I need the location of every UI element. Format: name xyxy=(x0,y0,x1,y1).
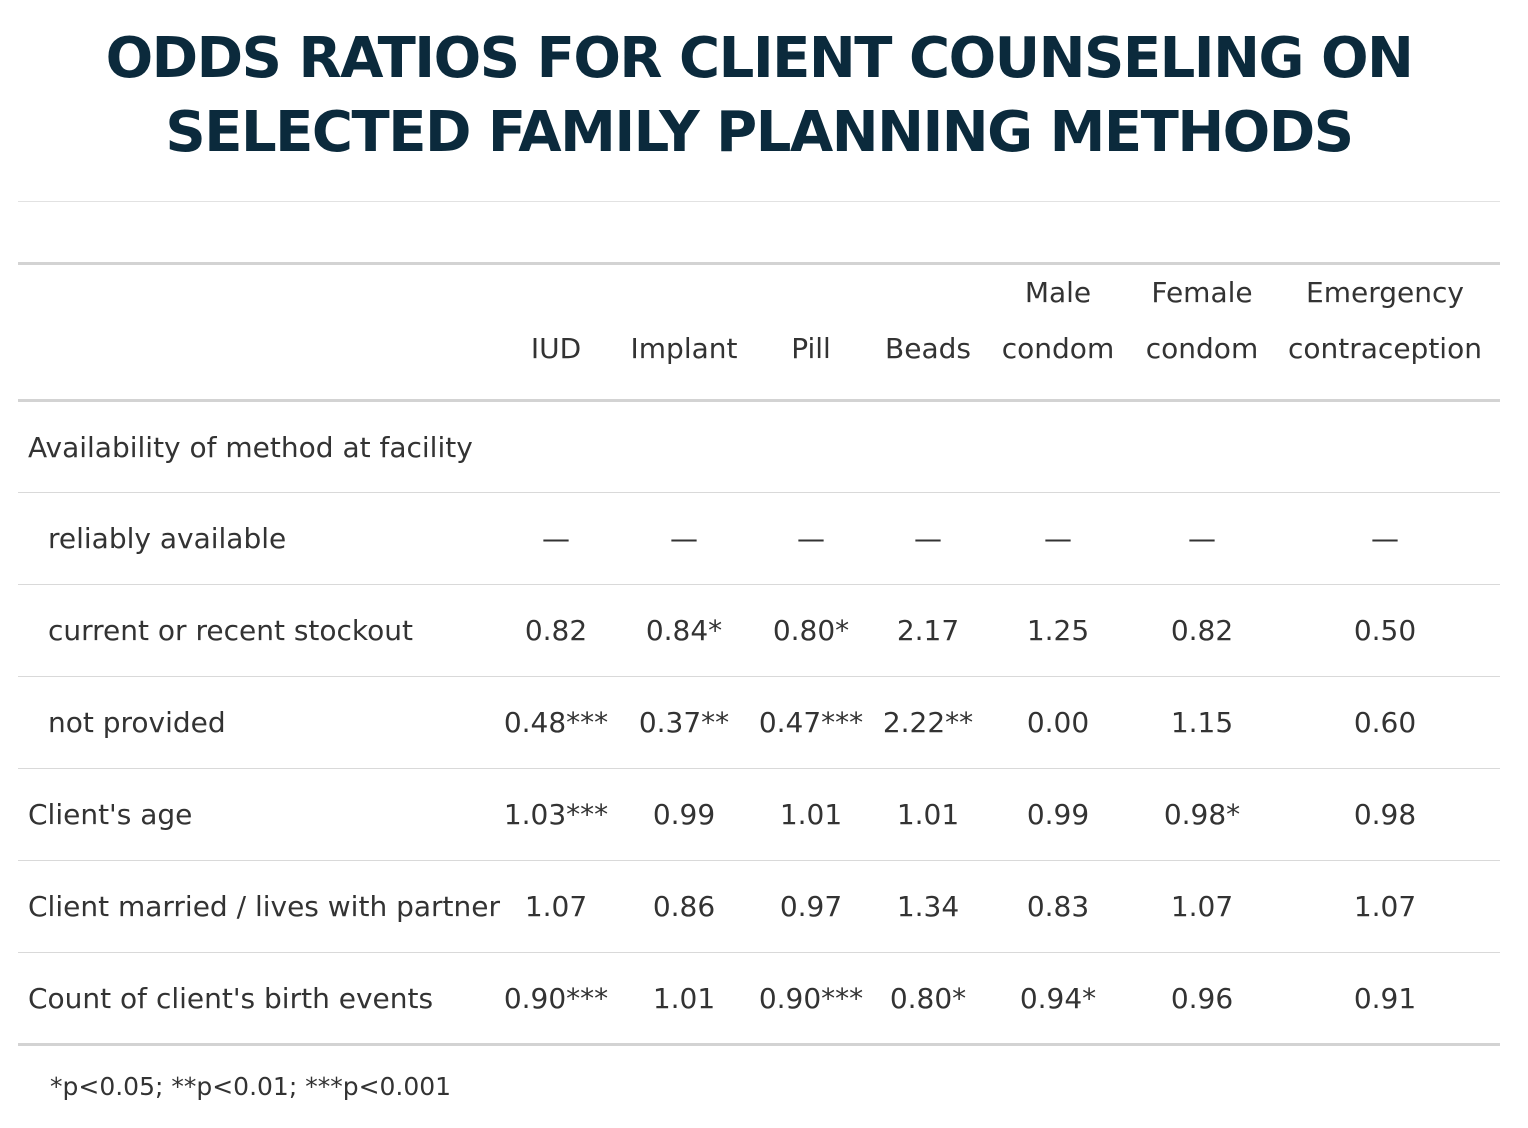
table-cell: — xyxy=(797,522,825,555)
row-label: Client married / lives with partner xyxy=(28,890,500,923)
column-header-implant: Implant xyxy=(630,332,738,365)
table-cell: 0.91 xyxy=(1353,981,1417,1015)
column-header-beads: Beads xyxy=(885,332,971,365)
row-label: Availability of method at facility xyxy=(28,430,473,464)
table-cell: 1.07 xyxy=(524,890,588,923)
table-cell: 0.82 xyxy=(1170,614,1234,647)
table-cell: 0.00 xyxy=(1026,706,1090,739)
table-cell: 0.99 xyxy=(652,798,716,831)
table-body: Availability of method at facility reliab… xyxy=(18,401,1500,1045)
table-cell: 1.07 xyxy=(1353,890,1417,923)
table-cell xyxy=(1270,401,1500,493)
table-row: Client's age 1.03*** 0.99 1.01 1.01 0.99 0.98*… xyxy=(18,769,1500,861)
table-cell: 0.60 xyxy=(1353,706,1417,739)
table-cell xyxy=(982,401,1134,493)
column-header-male-condom: Male condom xyxy=(1001,276,1115,365)
column-header-pill: Pill xyxy=(791,332,831,365)
table-cell: — xyxy=(1188,522,1216,555)
table-cell xyxy=(620,401,748,493)
table-row: current or recent stockout 0.82 0.84* 0.80*… xyxy=(18,585,1500,677)
table-cell: 0.82 xyxy=(524,614,588,647)
table-cell: 0.99 xyxy=(1026,798,1090,831)
table-cell: 0.80* xyxy=(889,981,967,1015)
table-cell: 1.15 xyxy=(1170,706,1234,739)
table-row: Client married / lives with partner 1.07 0… xyxy=(18,861,1500,953)
table-cell: 0.37** xyxy=(638,706,730,739)
table-cell: 0.96 xyxy=(1170,981,1234,1015)
table-cell: 1.01 xyxy=(652,981,716,1015)
row-label: not provided xyxy=(48,706,226,739)
table-cell: — xyxy=(914,522,942,555)
table-header: IUD Implant Pill Beads Male condom Female… xyxy=(18,263,1500,401)
title-divider xyxy=(18,201,1500,202)
odds-ratio-table: IUD Implant Pill Beads Male condom Female… xyxy=(18,262,1500,1046)
table-row: Count of client's birth events 0.90*** 1.0… xyxy=(18,953,1500,1045)
significance-footnote: *p<0.05; **p<0.01; ***p<0.001 xyxy=(50,1072,452,1101)
column-header-iud: IUD xyxy=(530,332,582,365)
table-cell: 0.47*** xyxy=(758,706,864,739)
table-cell: 2.22** xyxy=(882,706,974,739)
table-cell: — xyxy=(1371,522,1399,555)
table-cell: 0.97 xyxy=(779,890,843,923)
table-cell: 0.98* xyxy=(1163,798,1241,831)
column-header-emergency-contraception: Emergency contraception xyxy=(1288,276,1482,365)
table-cell xyxy=(492,401,620,493)
table-cell: 0.80* xyxy=(772,614,850,647)
header-blank xyxy=(18,264,492,401)
table-cell: 1.34 xyxy=(896,890,960,923)
table-cell: — xyxy=(670,522,698,555)
row-label: Client's age xyxy=(28,798,193,831)
table-row: not provided 0.48*** 0.37** 0.47*** 2.22** 0.… xyxy=(18,677,1500,769)
table-row: reliably available — — — — — — — xyxy=(18,493,1500,585)
table-cell: 0.48*** xyxy=(503,706,609,739)
table-cell: 2.17 xyxy=(896,614,960,647)
table-cell: — xyxy=(1044,522,1072,555)
table-cell: 0.83 xyxy=(1026,890,1090,923)
table-row: Availability of method at facility xyxy=(18,401,1500,493)
row-label: current or recent stockout xyxy=(48,614,413,647)
table-cell: 0.86 xyxy=(652,890,716,923)
table-cell: 0.98 xyxy=(1353,798,1417,831)
title-line-2: SELECTED FAMILY PLANNING METHODS xyxy=(165,100,1354,165)
table-cell: 1.01 xyxy=(896,798,960,831)
table-cell: 1.03*** xyxy=(503,798,609,831)
row-label: Count of client's birth events xyxy=(28,981,434,1015)
table-cell: 0.50 xyxy=(1353,614,1417,647)
table-cell: — xyxy=(542,522,570,555)
table-cell: 1.07 xyxy=(1170,890,1234,923)
table-cell xyxy=(748,401,874,493)
table-cell: 0.84* xyxy=(645,614,723,647)
table-cell: 0.94* xyxy=(1019,981,1097,1015)
table-cell: 1.01 xyxy=(779,798,843,831)
table-cell xyxy=(1134,401,1270,493)
column-header-female-condom: Female condom xyxy=(1145,276,1259,365)
table-cell xyxy=(874,401,982,493)
table-cell: 0.90*** xyxy=(758,981,864,1015)
header-row: IUD Implant Pill Beads Male condom Female… xyxy=(18,263,1500,401)
page-title: ODDS RATIOS FOR CLIENT COUNSELING ON SEL… xyxy=(0,22,1518,170)
title-line-1: ODDS RATIOS FOR CLIENT COUNSELING ON xyxy=(105,26,1414,91)
table-cell: 0.90*** xyxy=(503,981,609,1015)
row-label: reliably available xyxy=(48,522,287,555)
table-cell: 1.25 xyxy=(1026,614,1090,647)
